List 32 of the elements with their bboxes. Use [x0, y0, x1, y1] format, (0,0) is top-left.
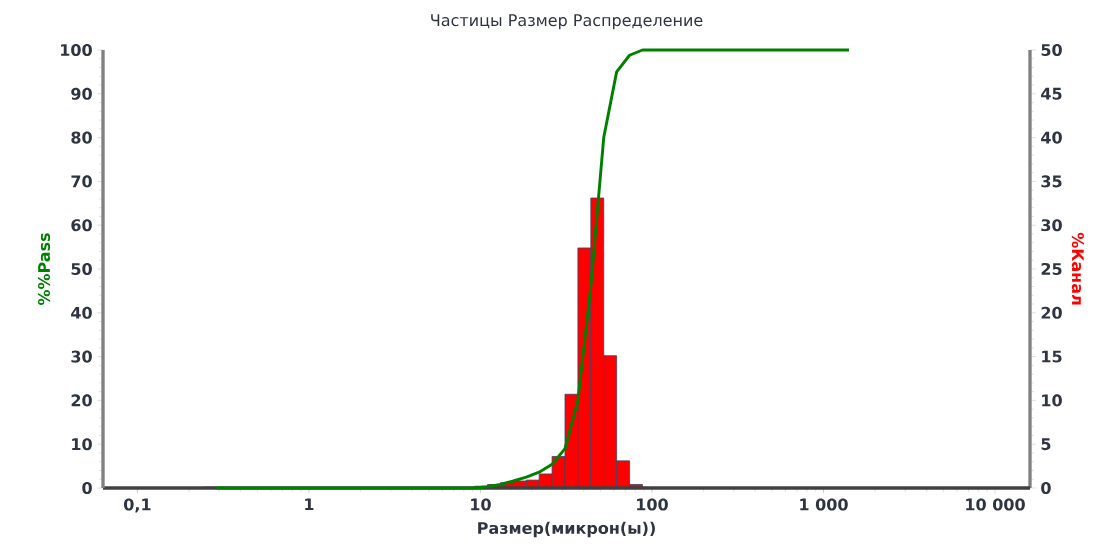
x-axis-title: Размер(микрон(ы))	[478, 521, 655, 538]
y-axis-title: %%Pass	[37, 233, 51, 306]
x-tick-label: 0,1	[124, 498, 151, 513]
x-tick-label: 10	[471, 498, 491, 511]
x-tick-label: 1	[305, 498, 314, 511]
y2-tick-label: 25	[1041, 262, 1062, 276]
y2-tick-label: 15	[1042, 350, 1062, 363]
y2-tick-label: 40	[1041, 131, 1062, 144]
y-tick-label: 90	[71, 87, 92, 100]
y2-tick-label: 50	[1041, 43, 1062, 57]
y-tick-label: 40	[71, 306, 92, 319]
y2-tick-label: 10	[1042, 394, 1062, 407]
chart-title: Частицы Размер Распределение	[431, 14, 703, 30]
y2-axis-title: %Канал	[1071, 232, 1084, 305]
y-tick-label: 80	[71, 131, 92, 144]
y-tick-label: 30	[71, 350, 92, 363]
y-tick-label: 20	[71, 394, 92, 407]
y2-tick-label: 35	[1041, 175, 1062, 188]
y-tick-label: 60	[71, 219, 92, 232]
y2-tick-label: 45	[1041, 87, 1062, 100]
x-tick-label: 10 000	[966, 498, 1025, 511]
y-tick-label: 70	[71, 175, 92, 188]
y2-tick-label: 0	[1041, 481, 1051, 495]
y-tick-label: 50	[71, 262, 92, 276]
y2-tick-label: 5	[1041, 438, 1051, 451]
x-tick-label: 1 000	[800, 498, 848, 511]
y-tick-label: 100	[61, 43, 92, 57]
y-tick-label: 0	[82, 481, 92, 495]
y-tick-label: 10	[72, 438, 92, 451]
x-tick-label: 100	[637, 498, 668, 511]
y2-tick-label: 20	[1041, 306, 1062, 319]
y2-tick-label: 30	[1041, 219, 1062, 232]
